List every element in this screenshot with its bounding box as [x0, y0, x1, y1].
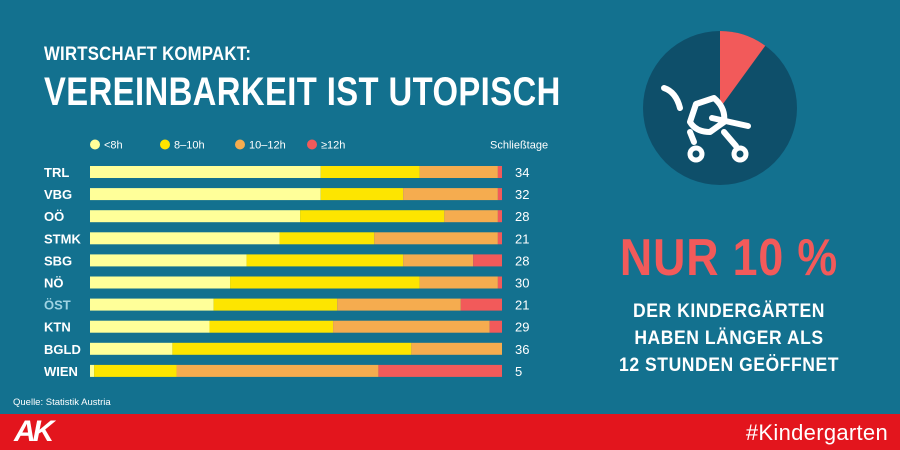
stacked-bar-chart: <8h 8–10h 10–12h ≥12h Schließtage TRL 34 VBG 32 O…	[44, 139, 548, 379]
bar-segment-STMK-3	[497, 232, 502, 245]
bar-segment-SBG-3	[473, 254, 502, 267]
legend-label-3: ≥12h	[321, 140, 345, 152]
legend-swatch-0	[90, 139, 100, 150]
bar-segment-TRL-2	[419, 166, 498, 178]
bar-segment-BGLD-0	[90, 342, 173, 355]
category-label-TRL: TRL	[44, 165, 69, 180]
subtext-line-3: 12 STUNDEN GEÖFFNET	[619, 354, 839, 376]
bar-segment-NÖ-3	[497, 276, 502, 289]
closing-days-value-VBG: 32	[515, 187, 529, 202]
category-label-NÖ: NÖ	[44, 276, 64, 291]
bar-segment-NÖ-0	[90, 276, 231, 289]
bar-segment-OÖ-0	[90, 210, 301, 223]
pie-slice-over-12h	[720, 31, 766, 108]
closing-days-header: Schließtage	[490, 140, 548, 152]
closing-days-value-WIEN: 5	[515, 364, 522, 379]
subtext-line-2: HABEN LÄNGER ALS	[634, 327, 824, 349]
bar-segment-ÖST-1	[213, 298, 338, 311]
bar-segment-SBG-0	[90, 254, 247, 267]
bar-segment-OÖ-3	[497, 210, 502, 223]
bar-segment-ÖST-3	[460, 298, 502, 311]
category-label-VBG: VBG	[44, 187, 72, 202]
ak-logo: AK	[14, 415, 54, 448]
bar-segment-BGLD-1	[172, 342, 412, 355]
legend-swatch-3	[307, 139, 317, 150]
category-label-STMK: STMK	[44, 231, 81, 246]
bar-segment-TRL-1	[320, 166, 420, 178]
bar-segment-VBG-1	[320, 188, 404, 201]
closing-days-value-KTN: 29	[515, 320, 529, 335]
bar-segment-KTN-1	[209, 320, 334, 333]
stroller-icon	[661, 85, 751, 163]
legend-label-0: <8h	[104, 140, 123, 152]
legend-swatch-2	[235, 139, 245, 150]
subtext-line-1: DER KINDERGÄRTEN	[633, 300, 825, 322]
hashtag[interactable]: #Kindergarten	[745, 420, 888, 445]
bar-segment-TRL-0	[90, 166, 321, 178]
bar-segment-WIEN-2	[176, 364, 379, 377]
bar-segment-NÖ-1	[230, 276, 420, 289]
bar-segment-KTN-3	[489, 320, 502, 333]
category-label-KTN: KTN	[44, 320, 71, 335]
pie-chart	[643, 31, 797, 185]
closing-days-value-TRL: 34	[515, 165, 529, 180]
bar-segment-ÖST-0	[90, 298, 214, 311]
bar-segment-BGLD-2	[411, 342, 502, 355]
legend-label-2: 10–12h	[249, 140, 286, 152]
closing-days-value-BGLD: 36	[515, 342, 529, 357]
bar-segment-ÖST-2	[337, 298, 461, 311]
bar-segment-VBG-0	[90, 188, 321, 201]
category-label-OÖ: OÖ	[44, 209, 64, 224]
bar-segment-OÖ-2	[444, 210, 498, 223]
bar-segment-KTN-0	[90, 320, 210, 333]
category-label-WIEN: WIEN	[44, 364, 78, 379]
source-note: Quelle: Statistik Austria	[13, 397, 111, 408]
bar-segment-NÖ-2	[419, 276, 498, 289]
bar-segment-STMK-1	[279, 232, 375, 245]
bar-segment-VBG-3	[497, 188, 502, 201]
bar-segment-OÖ-1	[300, 210, 445, 223]
headline-percent: NUR 10 %	[619, 229, 839, 287]
bar-segment-VBG-2	[403, 188, 498, 201]
bar-segment-STMK-0	[90, 232, 280, 245]
closing-days-value-OÖ: 28	[515, 209, 529, 224]
bar-segment-WIEN-1	[94, 364, 177, 377]
bar-segment-SBG-1	[246, 254, 404, 267]
bar-segment-TRL-3	[497, 166, 502, 178]
bar-segment-WIEN-3	[378, 364, 502, 377]
footer-bar: AK #Kindergarten	[0, 414, 900, 450]
closing-days-value-ÖST: 21	[515, 298, 529, 313]
page-title: VEREINBARKEIT IST UTOPISCH	[44, 70, 561, 114]
bar-segment-STMK-2	[374, 232, 498, 245]
category-label-SBG: SBG	[44, 253, 72, 268]
closing-days-value-SBG: 28	[515, 253, 529, 268]
closing-days-value-STMK: 21	[515, 231, 529, 246]
legend-swatch-1	[160, 139, 170, 150]
bar-segment-SBG-2	[403, 254, 474, 267]
bar-segment-KTN-2	[333, 320, 490, 333]
bar-segment-WIEN-0	[90, 364, 95, 377]
headline-subtext: DER KINDERGÄRTEN HABEN LÄNGER ALS 12 STU…	[611, 298, 847, 379]
closing-days-value-NÖ: 30	[515, 276, 529, 291]
category-label-BGLD: BGLD	[44, 342, 81, 357]
legend-label-1: 8–10h	[174, 140, 205, 152]
category-label-ÖST: ÖST	[44, 298, 71, 313]
kicker: WIRTSCHAFT KOMPAKT:	[44, 44, 252, 65]
